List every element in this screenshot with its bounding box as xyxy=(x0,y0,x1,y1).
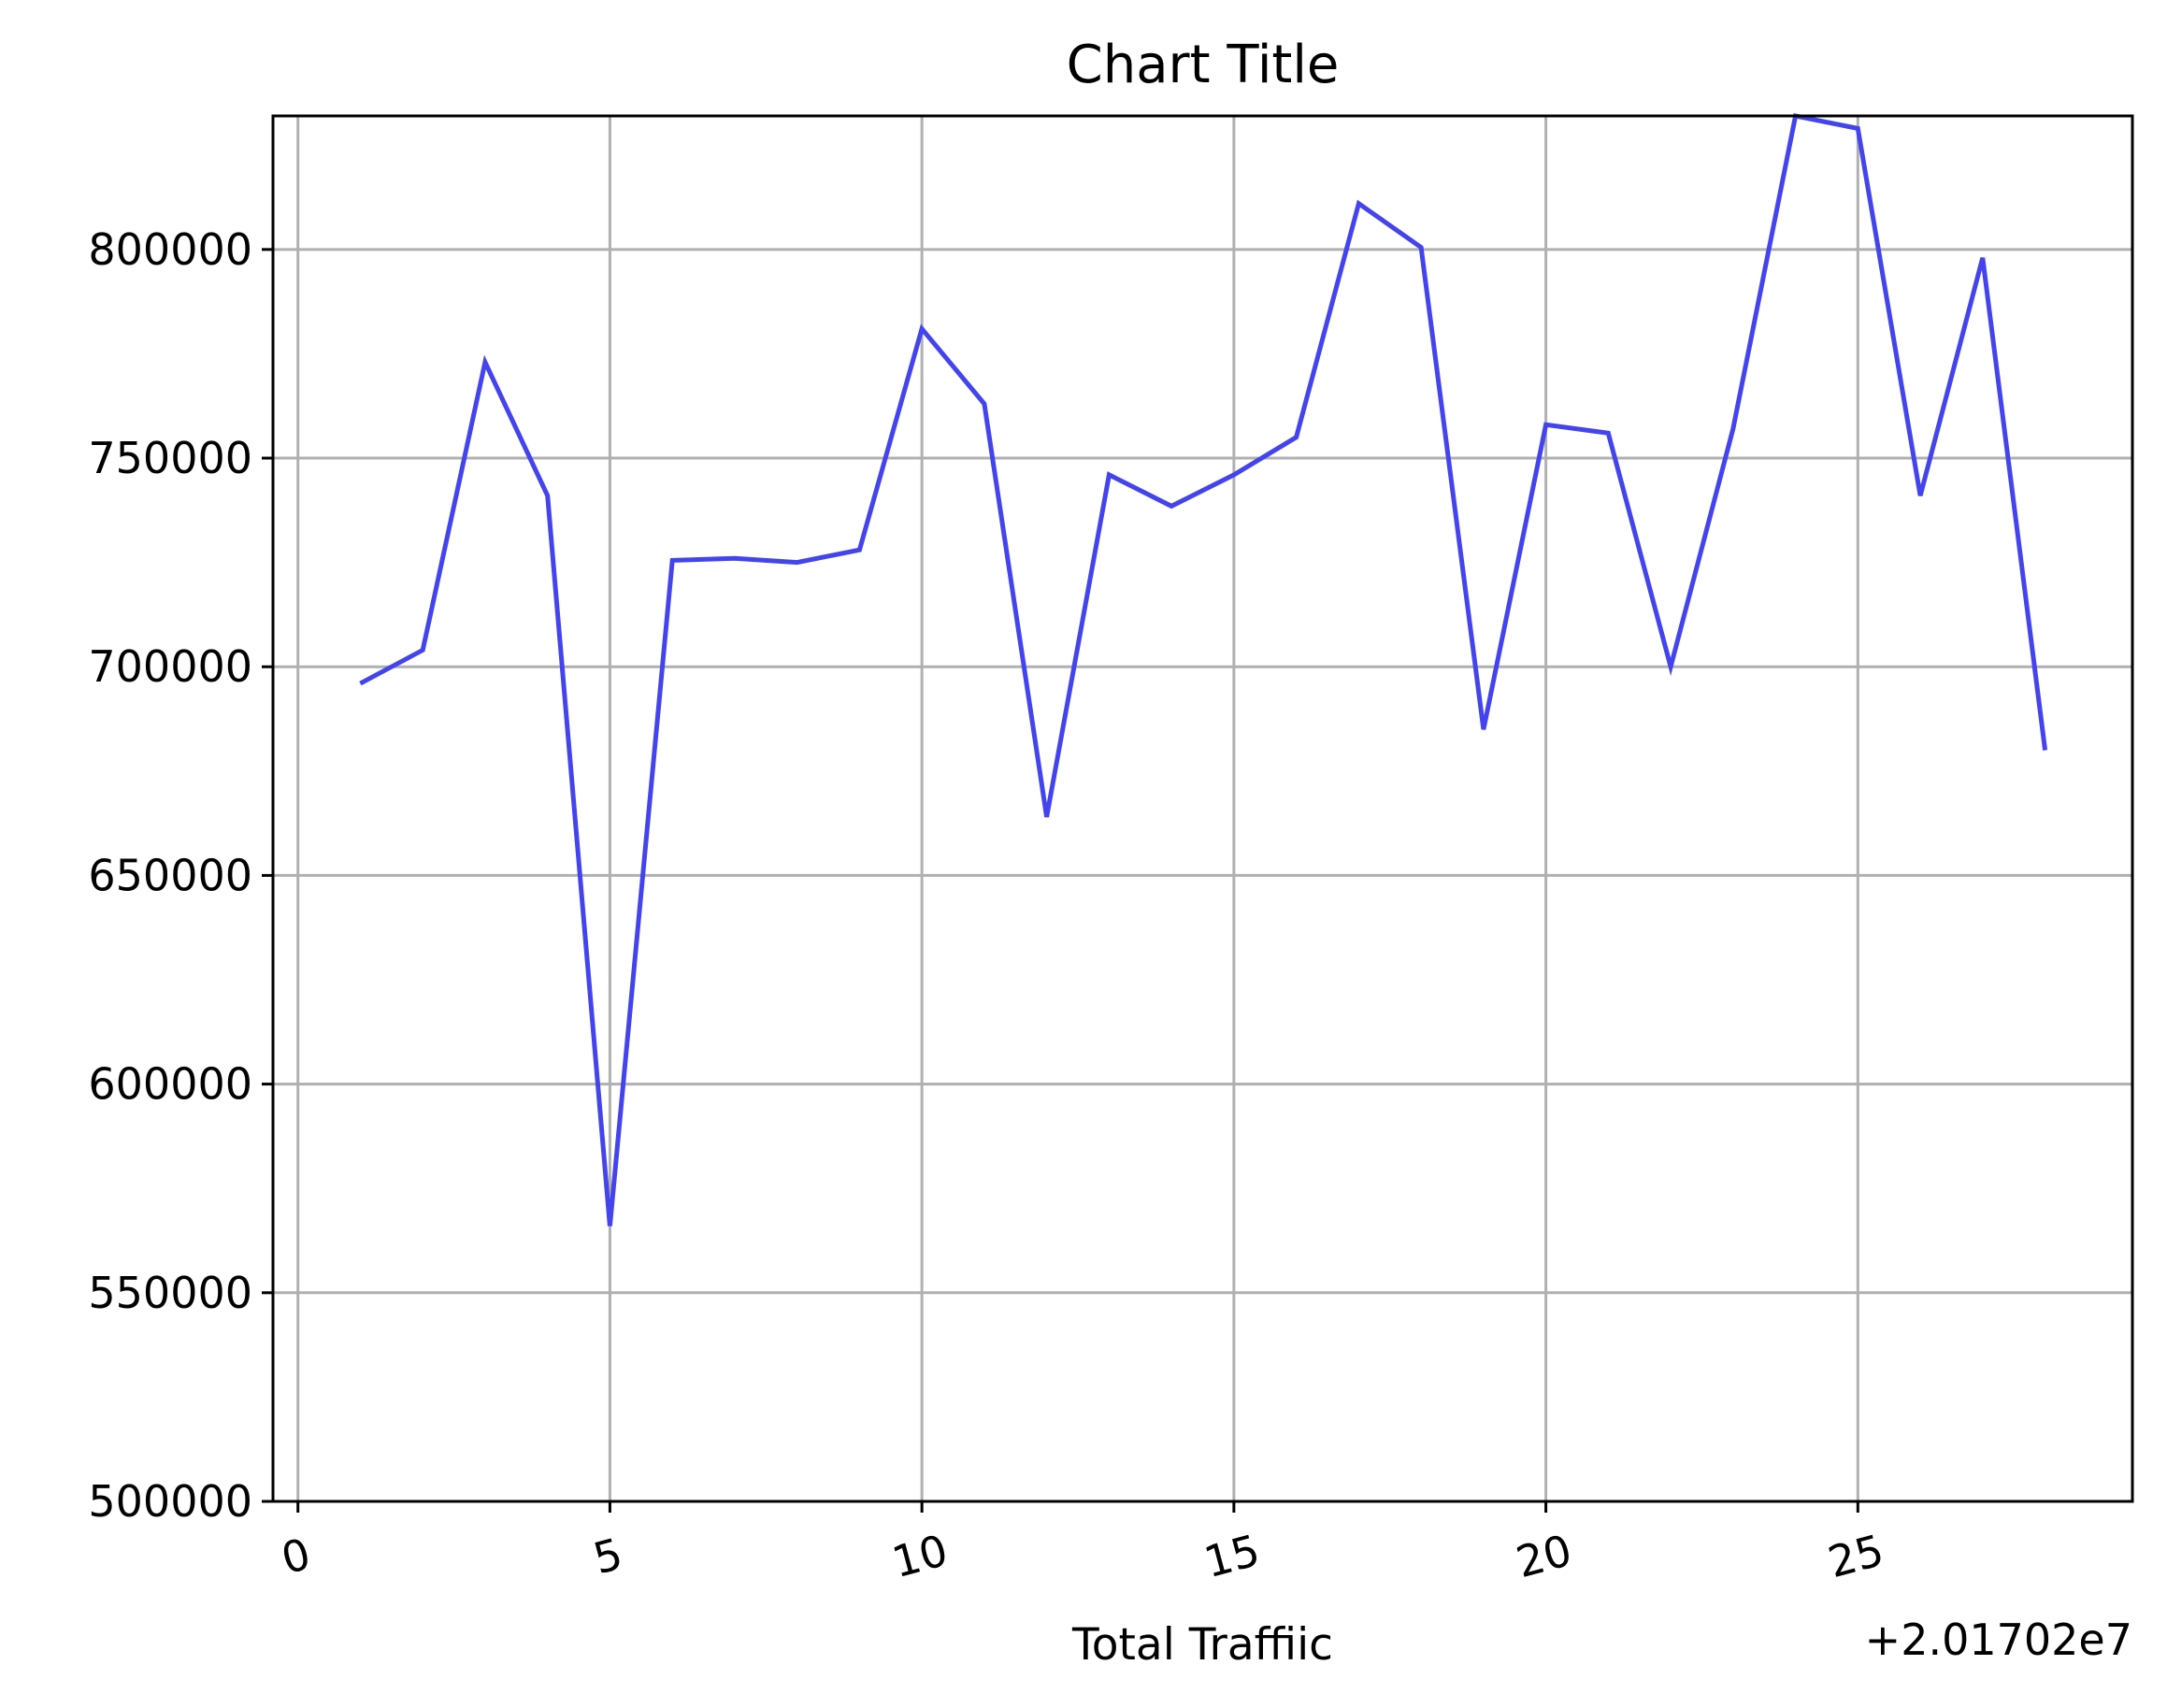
y-axis: 500000 550000 600000 650000 700000 750000 8000… xyxy=(88,224,273,1527)
y-tick-label: 500000 xyxy=(88,1476,252,1527)
y-tick-label: 550000 xyxy=(88,1268,252,1318)
chart-title: Chart Title xyxy=(1067,35,1340,95)
x-axis: 0 5 10 15 20 25 xyxy=(276,1501,1888,1587)
y-tick-label: 600000 xyxy=(88,1059,252,1110)
x-axis-label: Total Traffiic xyxy=(1071,1619,1333,1671)
plot-frame xyxy=(271,114,2134,1503)
y-tick-label: 650000 xyxy=(88,850,252,900)
series-layer xyxy=(359,113,2048,1227)
y-tick-label: 700000 xyxy=(88,641,252,692)
series-line xyxy=(359,113,2048,1227)
y-tick-label: 750000 xyxy=(88,433,252,483)
x-axis-offset-label: +2.01702e7 xyxy=(1865,1615,2132,1665)
grid xyxy=(273,116,2132,1503)
y-tick-label: 800000 xyxy=(88,224,252,275)
